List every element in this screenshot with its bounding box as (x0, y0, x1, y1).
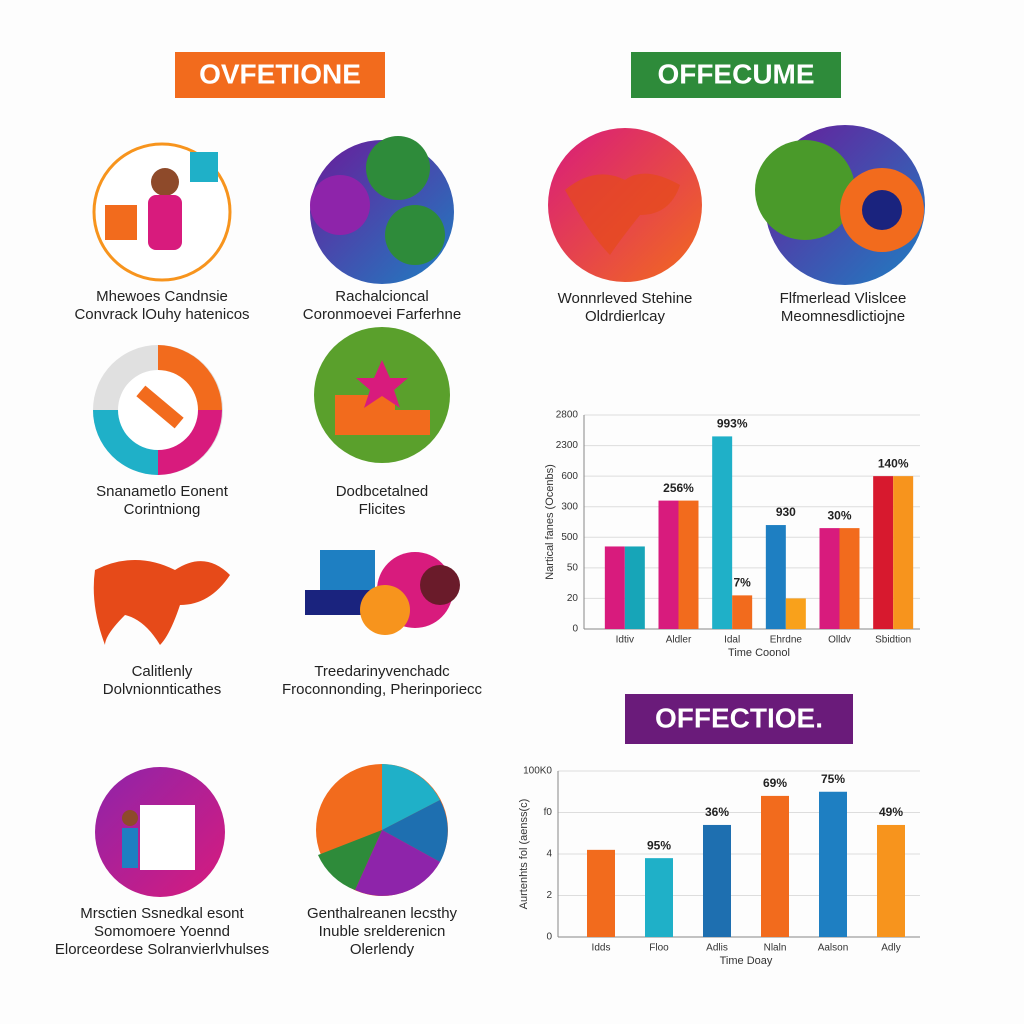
x-tick-label: Nlaln (764, 943, 787, 954)
caption: Convrack lOuhy hatenicos (74, 306, 249, 323)
y-tick-label: 100K0 (523, 766, 552, 777)
header-title: OFFECUME (657, 58, 814, 89)
caption: Calitlenly (132, 663, 193, 680)
value-label: 75% (821, 772, 845, 786)
y-tick-label: 4 (546, 849, 552, 860)
bar (587, 849, 615, 937)
x-tick-label: Sbidtion (875, 635, 911, 646)
caption: Dodbcetalned (336, 483, 429, 500)
x-tick-label: Olldv (828, 635, 851, 646)
bar (873, 476, 894, 629)
bar (624, 546, 645, 629)
header-title: OVFETIONE (199, 58, 361, 89)
value-label: 930 (776, 505, 796, 519)
value-label: 36% (705, 805, 729, 819)
y-axis-label: Aurtenhts fol (aenss(c) (518, 799, 530, 910)
caption: Froconnonding, Pherinporiecc (282, 681, 483, 698)
value-label: 256% (663, 481, 694, 495)
caption: Elorceordese Solranvierlvhulses (55, 941, 269, 958)
caption: Genthalreanen lecsthy (307, 905, 458, 922)
value-label: 140% (878, 456, 909, 470)
caption: Flfmerlead Vlislcee (780, 290, 907, 307)
caption: Mrsctien Ssnedkal esont (80, 905, 244, 922)
caption: Meomnesdlictiojne (781, 308, 905, 325)
caption: Flicites (359, 501, 406, 518)
bar (761, 795, 789, 937)
caption: Rachalcioncal (335, 288, 428, 305)
header-tag (175, 52, 385, 98)
y-axis-label: Nartical fanes (Ocenbs) (544, 464, 556, 580)
caption: Wonnrleved Stehine (558, 290, 693, 307)
header-tag (625, 694, 853, 744)
bar (732, 595, 753, 629)
bar (839, 528, 860, 629)
y-tick-label: 600 (561, 471, 578, 482)
value-label: 95% (647, 838, 671, 852)
y-tick-label: 2 (546, 890, 552, 901)
caption: Oldrdierlcay (585, 308, 666, 325)
y-tick-label: f0 (544, 807, 553, 818)
caption: Inuble srelderenicn (319, 923, 446, 940)
bar (819, 791, 847, 937)
x-axis-label: Time Doay (720, 955, 773, 967)
bar (877, 824, 905, 937)
icons (92, 125, 925, 897)
y-tick-label: 2300 (556, 440, 579, 451)
header-tag (631, 52, 841, 98)
x-tick-label: Aalson (818, 943, 849, 954)
bar (703, 824, 731, 937)
header-title: OFFECTIOE. (655, 702, 823, 733)
caption: Mhewoes Candnsie (96, 288, 228, 305)
bar (893, 476, 914, 629)
caption: Corintniong (124, 501, 201, 518)
bar (658, 500, 679, 629)
y-tick-label: 300 (561, 501, 578, 512)
y-tick-label: 50 (567, 562, 579, 573)
bar (712, 436, 733, 629)
value-label: 7% (733, 576, 751, 590)
bar (645, 858, 673, 937)
caption: Treedarinyvenchadc (314, 663, 450, 680)
value-label: 30% (827, 508, 851, 522)
x-tick-label: Ehrdne (770, 635, 803, 646)
caption: Snanametlo Eonent (96, 483, 229, 500)
y-tick-label: 500 (561, 532, 578, 543)
bar (765, 525, 786, 629)
bar (678, 500, 699, 629)
x-tick-label: Adly (881, 943, 900, 954)
value-label: 993% (717, 417, 748, 431)
x-tick-label: Idal (724, 635, 740, 646)
x-tick-label: Aldler (666, 635, 692, 646)
y-tick-label: 20 (567, 593, 579, 604)
bar (785, 598, 806, 629)
x-tick-label: Idtiv (616, 635, 634, 646)
caption: Olerlendy (350, 941, 415, 958)
y-tick-label: 0 (572, 624, 578, 635)
value-label: 69% (763, 776, 787, 790)
caption: Coronmoevei Farferhne (303, 306, 461, 323)
bar (604, 546, 625, 629)
y-tick-label: 2800 (556, 410, 579, 421)
value-label: 49% (879, 805, 903, 819)
caption: Somomoere Yoennd (94, 923, 230, 940)
x-tick-label: Idds (592, 943, 611, 954)
y-tick-label: 0 (546, 932, 552, 943)
x-axis-label: Time Coonol (728, 647, 790, 659)
x-tick-label: Floo (649, 943, 669, 954)
caption: Dolvnionnticathes (103, 681, 221, 698)
bar (819, 528, 840, 629)
x-tick-label: Adlis (706, 943, 728, 954)
